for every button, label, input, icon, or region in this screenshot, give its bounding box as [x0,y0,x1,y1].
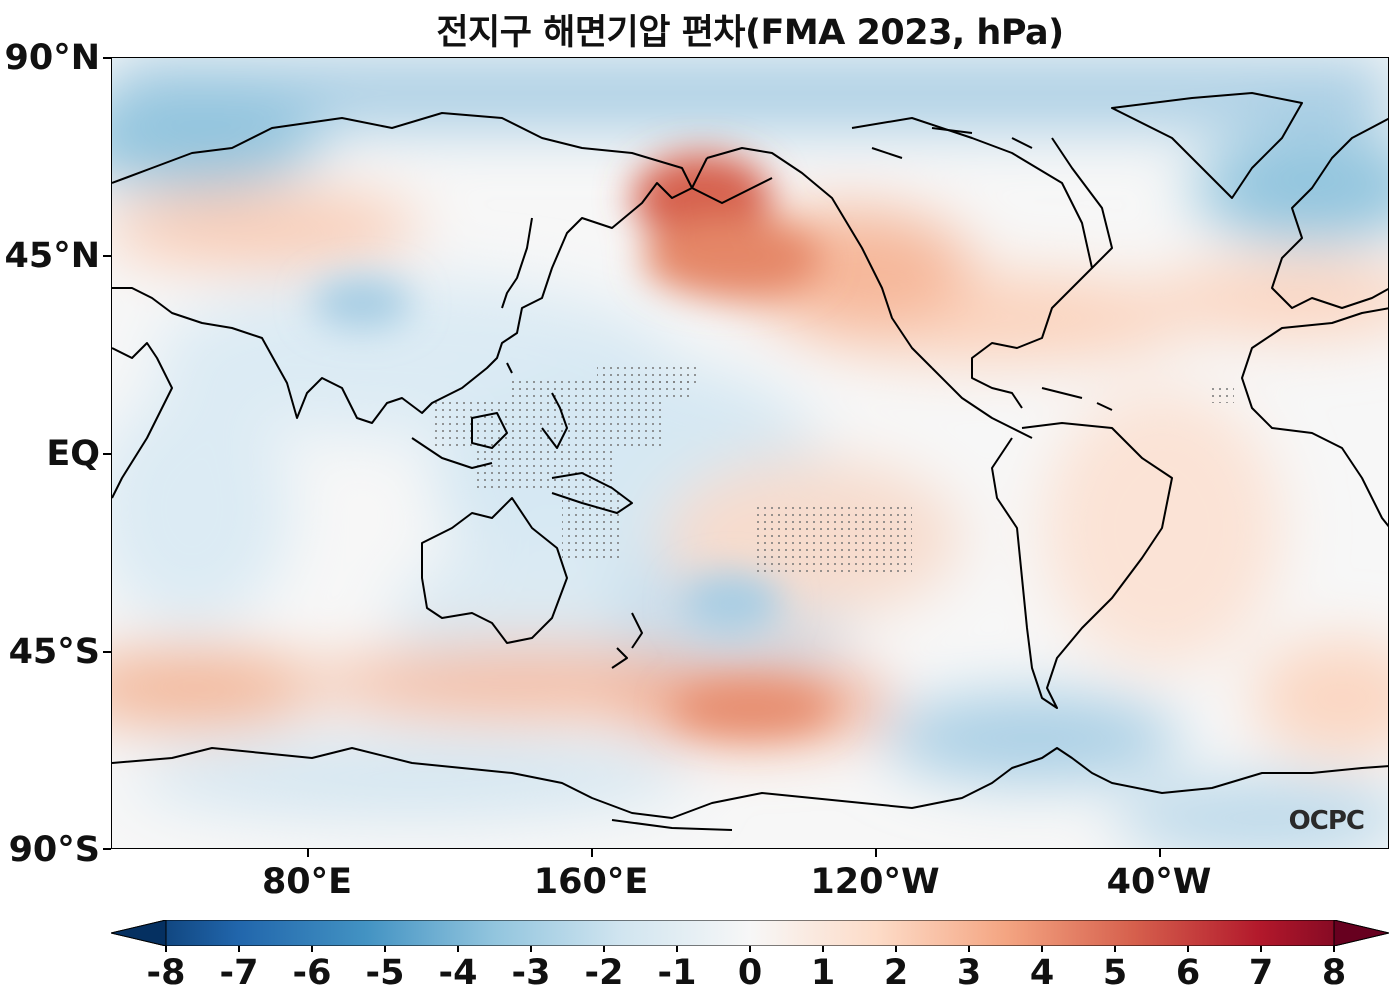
colorbar-tick-label: 3 [956,953,982,993]
colorbar-tick [749,946,751,952]
lon-label-120w: 120°W [810,862,940,902]
lat-label-45s: 45°S [8,632,100,672]
lat-label-eq: EQ [46,434,100,474]
lat-tick [103,57,111,59]
colorbar-tick-label: -5 [365,953,405,993]
lon-tick [1159,849,1161,857]
colorbar-tick [1333,946,1335,952]
colorbar-tick-label: 1 [810,953,836,993]
colorbar-tick [384,946,386,952]
colorbar-tick [238,946,240,952]
colorbar-tick [311,946,313,952]
colorbar-tick-label: 0 [737,953,763,993]
colorbar-tick-label: 6 [1175,953,1201,993]
colorbar-tick-label: -8 [146,953,186,993]
colorbar-tick [603,946,605,952]
map-title: 전지구 해면기압 편차(FMA 2023, hPa) [436,13,1064,53]
colorbar-tick [968,946,970,952]
colorbar-tick-label: -4 [438,953,478,993]
colorbar-tick-label: 5 [1102,953,1128,993]
colorbar-tick [457,946,459,952]
colorbar [111,920,1389,946]
ocpc-logo: OCPC [1288,806,1365,836]
colorbar-tick-label: -2 [584,953,624,993]
colorbar-tick-label: 8 [1321,953,1347,993]
lon-label-40w: 40°W [1106,862,1212,902]
colorbar-tick-label: 4 [1029,953,1055,993]
lat-tick [103,651,111,653]
lon-label-160e: 160°E [533,862,649,902]
anomaly-field [112,58,1388,848]
lon-tick [875,849,877,857]
lon-tick [591,849,593,857]
colorbar-tick [1041,946,1043,952]
colorbar-tick [165,946,167,952]
lon-tick [307,849,309,857]
lat-tick [103,848,111,850]
lat-label-90s: 90°S [8,830,100,870]
colorbar-tick [1187,946,1189,952]
lat-label-90n: 90°N [4,38,101,78]
lat-label-45n: 45°N [4,236,101,276]
coastlines [112,92,1388,831]
lon-label-80e: 80°E [261,862,353,902]
anomaly-map: OCPC [111,57,1389,849]
lat-tick [103,255,111,257]
colorbar-tick [676,946,678,952]
colorbar-tick-label: -3 [511,953,551,993]
colorbar-tick [530,946,532,952]
colorbar-tick-label: 2 [883,953,909,993]
colorbar-tick-label: -1 [657,953,697,993]
colorbar-tick [1260,946,1262,952]
colorbar-tick [1114,946,1116,952]
colorbar-tick-label: 7 [1248,953,1274,993]
lat-tick [103,453,111,455]
colorbar-tick-label: -6 [292,953,332,993]
colorbar-tick [822,946,824,952]
colorbar-tick [895,946,897,952]
colorbar-tick-label: -7 [219,953,259,993]
